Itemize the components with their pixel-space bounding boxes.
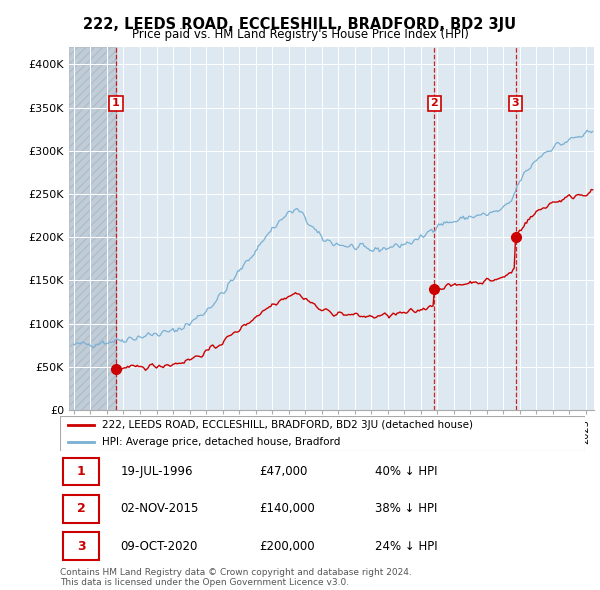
- Text: £140,000: £140,000: [260, 502, 315, 516]
- Text: Contains HM Land Registry data © Crown copyright and database right 2024.
This d: Contains HM Land Registry data © Crown c…: [60, 568, 412, 587]
- FancyBboxPatch shape: [62, 495, 100, 523]
- Text: 19-JUL-1996: 19-JUL-1996: [121, 465, 193, 478]
- Text: 38% ↓ HPI: 38% ↓ HPI: [375, 502, 437, 516]
- Text: 24% ↓ HPI: 24% ↓ HPI: [375, 539, 437, 553]
- Text: 3: 3: [77, 539, 85, 553]
- Text: HPI: Average price, detached house, Bradford: HPI: Average price, detached house, Brad…: [102, 437, 340, 447]
- Text: 2: 2: [77, 502, 85, 516]
- Text: £47,000: £47,000: [260, 465, 308, 478]
- Text: £200,000: £200,000: [260, 539, 315, 553]
- Text: 3: 3: [512, 99, 520, 109]
- Bar: [69, 47, 116, 410]
- Text: 2: 2: [431, 99, 438, 109]
- FancyBboxPatch shape: [62, 532, 100, 560]
- Text: 09-OCT-2020: 09-OCT-2020: [121, 539, 198, 553]
- Text: 1: 1: [77, 465, 85, 478]
- Text: 1: 1: [112, 99, 120, 109]
- FancyBboxPatch shape: [60, 416, 585, 451]
- Text: 222, LEEDS ROAD, ECCLESHILL, BRADFORD, BD2 3JU (detached house): 222, LEEDS ROAD, ECCLESHILL, BRADFORD, B…: [102, 420, 473, 430]
- Text: 222, LEEDS ROAD, ECCLESHILL, BRADFORD, BD2 3JU: 222, LEEDS ROAD, ECCLESHILL, BRADFORD, B…: [83, 17, 517, 31]
- Text: 40% ↓ HPI: 40% ↓ HPI: [375, 465, 437, 478]
- Text: 02-NOV-2015: 02-NOV-2015: [121, 502, 199, 516]
- Bar: [69, 47, 116, 410]
- Text: Price paid vs. HM Land Registry's House Price Index (HPI): Price paid vs. HM Land Registry's House …: [131, 28, 469, 41]
- FancyBboxPatch shape: [62, 458, 100, 486]
